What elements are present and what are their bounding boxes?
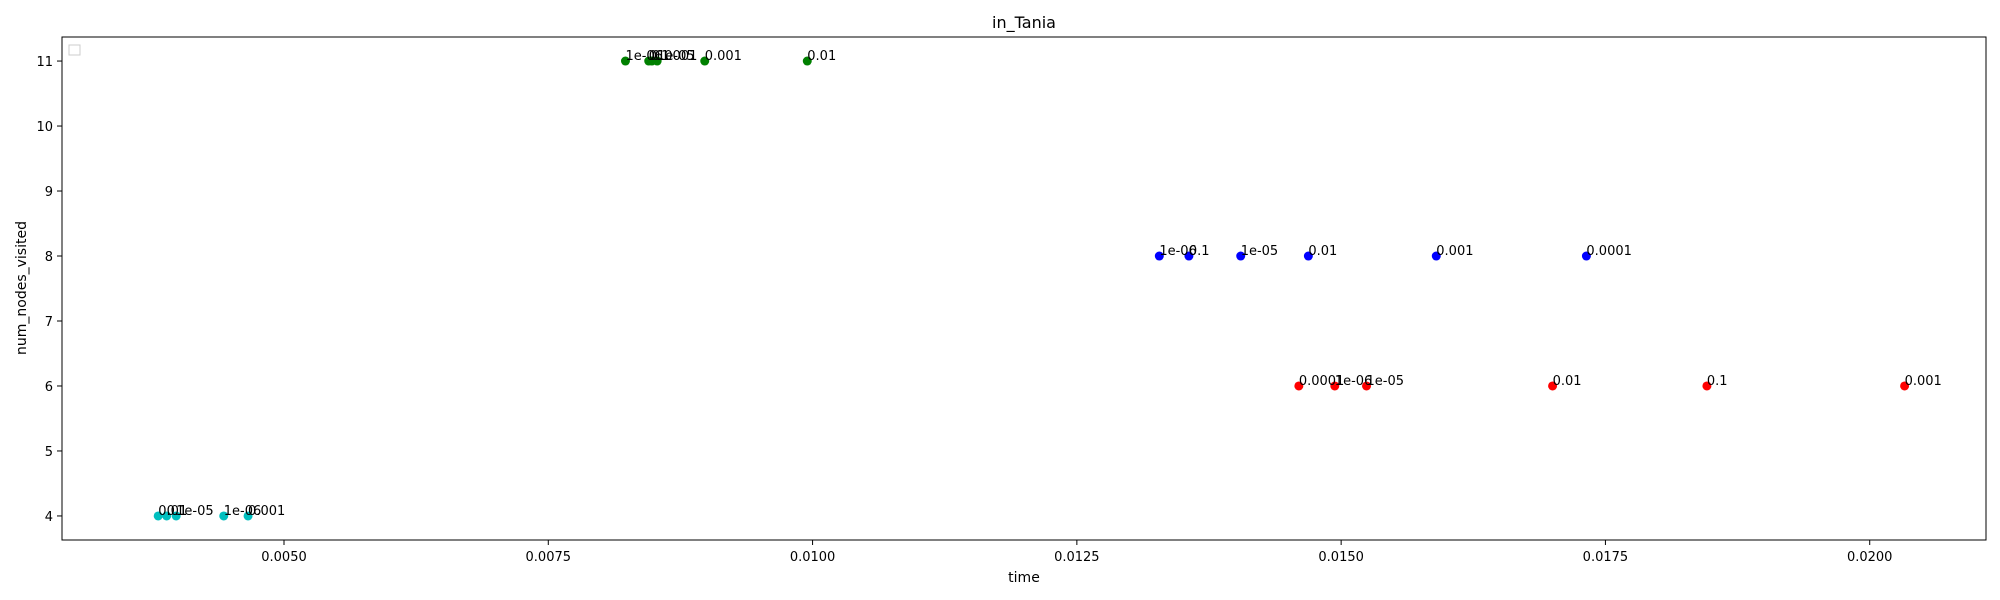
- x-tick-label: 0.0075: [526, 550, 572, 565]
- data-label: 1e-06: [224, 504, 262, 519]
- data-point: [1702, 381, 1712, 391]
- chart-title: in_Tania: [992, 13, 1056, 33]
- y-tick-label: 5: [45, 445, 53, 460]
- plot-area: [61, 36, 1987, 541]
- y-tick-label: 9: [45, 185, 53, 200]
- data-point: [1154, 251, 1164, 261]
- data-label: 1e-05: [176, 504, 214, 519]
- data-label: 1e-05: [1241, 244, 1279, 259]
- data-label: 1e-05: [1367, 374, 1405, 389]
- y-tick-label: 10: [36, 120, 53, 135]
- data-point: [1236, 251, 1246, 261]
- x-axis-label: time: [1008, 570, 1040, 586]
- data-point: [1184, 251, 1194, 261]
- data-label: 0.01: [807, 49, 836, 64]
- data-point: [1548, 381, 1558, 391]
- data-label: 1e-06: [1335, 374, 1373, 389]
- data-label: 0.001: [1905, 374, 1942, 389]
- data-point: [162, 511, 172, 521]
- y-tick-label: 6: [45, 380, 53, 395]
- data-point: [1330, 381, 1340, 391]
- data-point: [700, 56, 710, 66]
- data-point: [1303, 251, 1313, 261]
- data-label: 0.1: [1189, 244, 1210, 259]
- data-point: [1362, 381, 1372, 391]
- y-axis-ticks: 4 5 6 7 8 9 10 11: [36, 55, 62, 525]
- y-tick-label: 11: [36, 55, 53, 70]
- x-tick-label: 0.0100: [790, 550, 836, 565]
- data-label: 0.001: [705, 49, 742, 64]
- data-point: [802, 56, 812, 66]
- data-point: [1900, 381, 1910, 391]
- x-tick-label: 0.0050: [261, 550, 307, 565]
- data-point: [620, 56, 630, 66]
- y-tick-label: 7: [45, 315, 53, 330]
- data-point: [171, 511, 181, 521]
- data-label: 0.01: [1308, 244, 1337, 259]
- data-points: [153, 56, 1910, 521]
- data-label: 0.1: [167, 504, 188, 519]
- data-label: 0.1: [1707, 374, 1728, 389]
- data-label: 0.01: [1553, 374, 1582, 389]
- y-tick-label: 4: [45, 510, 53, 525]
- x-axis-ticks: 0.0050 0.0075 0.0100 0.0125 0.0150 0.0175 0.02…: [261, 540, 1892, 565]
- y-axis-label: num_nodes_visited: [14, 221, 30, 355]
- data-point: [243, 511, 253, 521]
- data-label: 0.1: [649, 49, 670, 64]
- y-tick-label: 8: [45, 250, 53, 265]
- x-tick-label: 0.0175: [1583, 550, 1629, 565]
- data-label: 1e-06: [625, 49, 663, 64]
- legend-box: [68, 44, 81, 56]
- data-label: 0.0001: [652, 49, 698, 64]
- data-label: 0.0001: [1299, 374, 1345, 389]
- data-point: [1431, 251, 1441, 261]
- data-point: [219, 511, 229, 521]
- data-point: [1294, 381, 1304, 391]
- x-tick-label: 0.0200: [1847, 550, 1893, 565]
- data-label: 1e-06: [1159, 244, 1197, 259]
- data-label: 1e-05: [657, 49, 695, 64]
- data-label: 0.001: [1436, 244, 1473, 259]
- data-label: 0.01: [158, 504, 187, 519]
- x-tick-label: 0.0125: [1054, 550, 1100, 565]
- data-point: [153, 511, 163, 521]
- data-label: 0.0001: [1586, 244, 1632, 259]
- x-tick-label: 0.0150: [1318, 550, 1364, 565]
- data-point: [1581, 251, 1591, 261]
- data-point: [652, 56, 662, 66]
- data-label: 0.001: [248, 504, 285, 519]
